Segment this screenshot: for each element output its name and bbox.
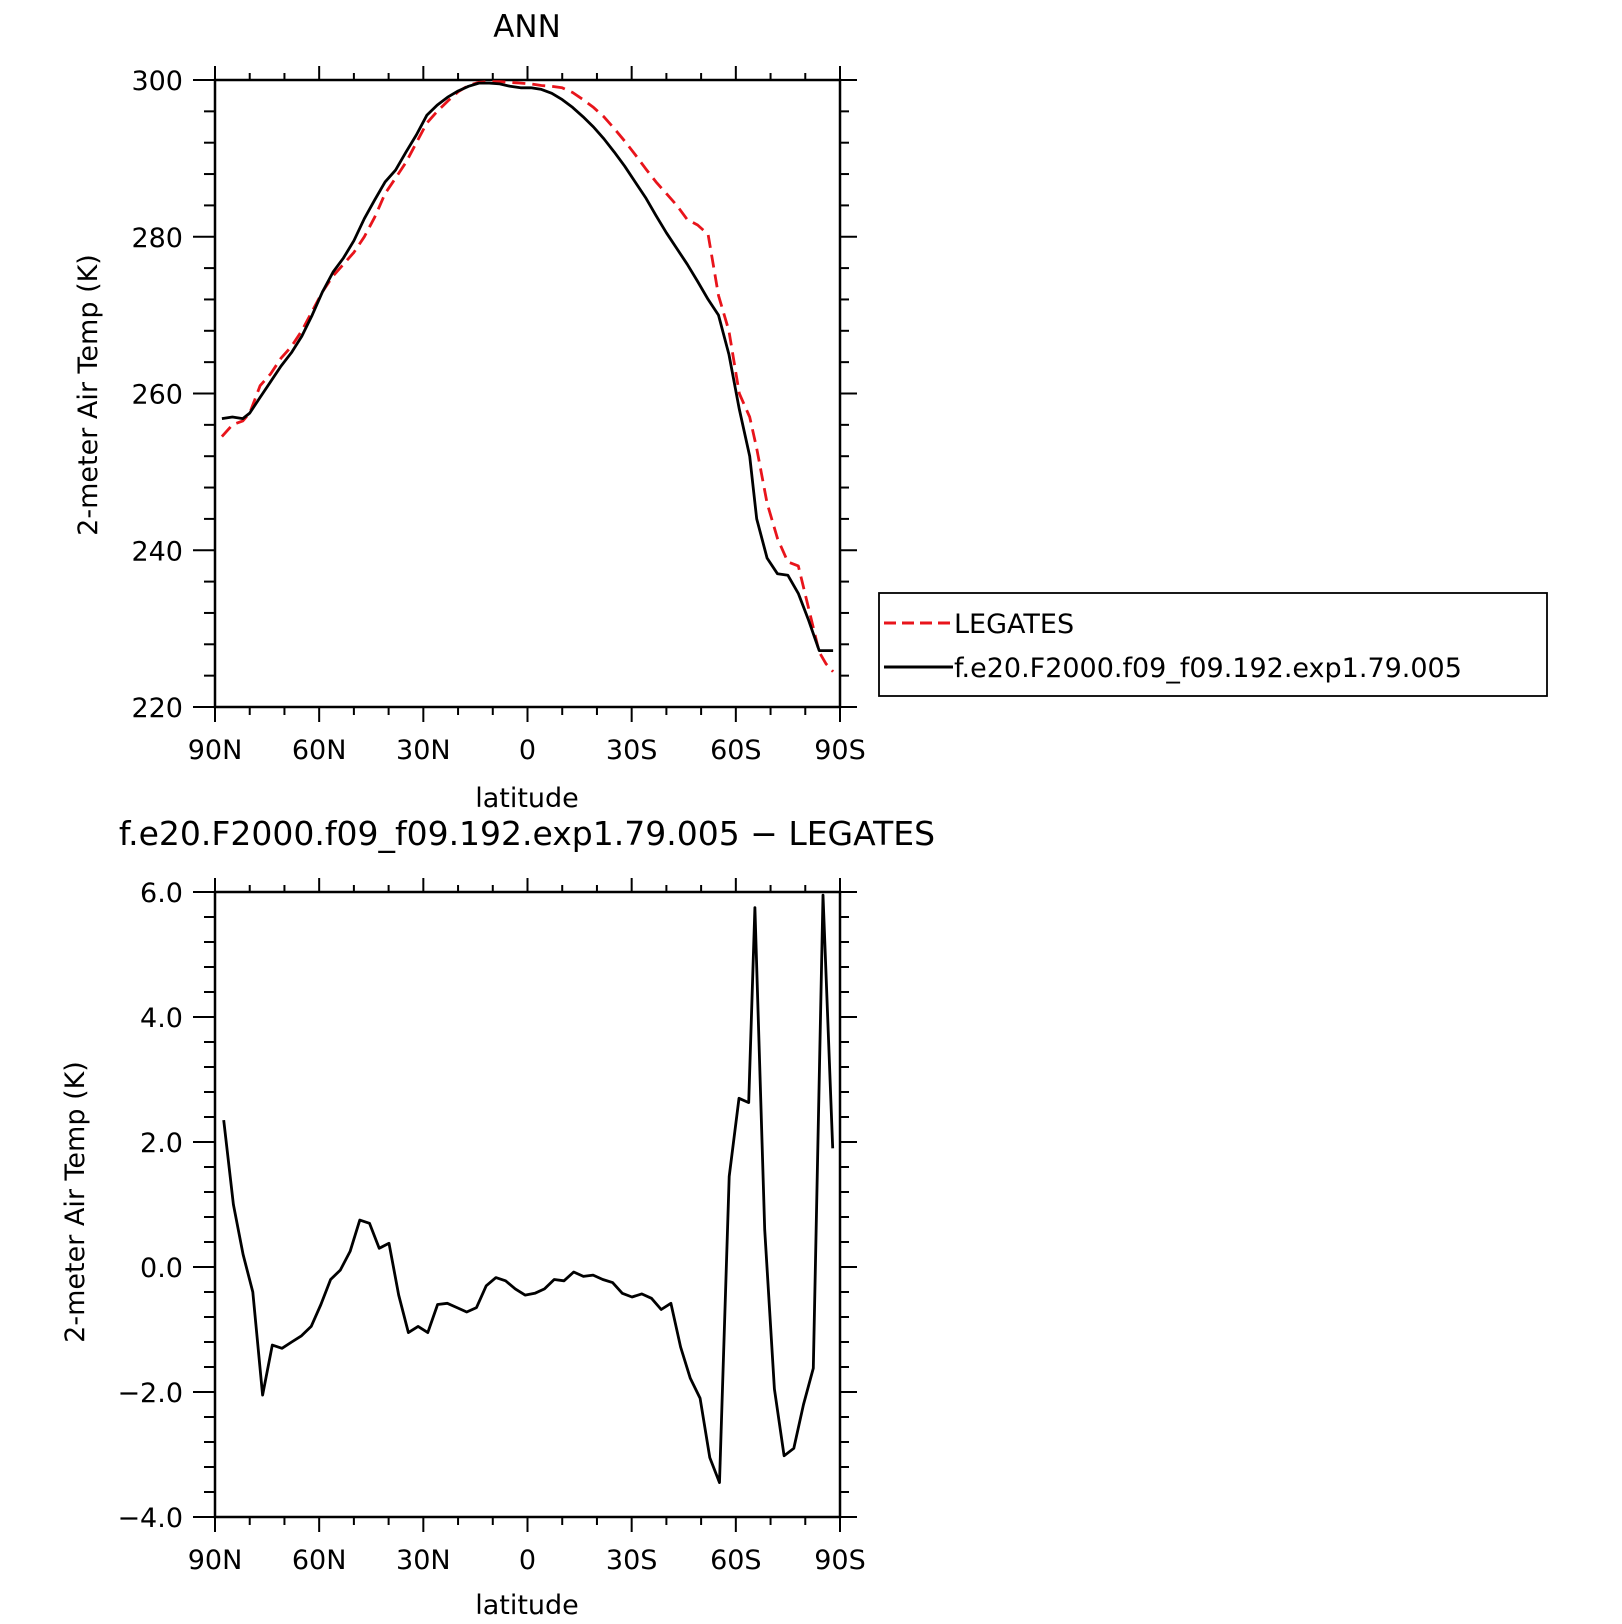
x-tick-label: 60N: [292, 1545, 347, 1576]
x-tick-label: 0: [519, 735, 536, 766]
y-tick-label: 220: [131, 693, 183, 724]
chart-annual-temperature: ANN 2-meter Air Temp (K) latitude 90N 60N…: [73, 9, 1548, 814]
y-tick-label: 6.0: [140, 878, 183, 909]
x-tick-label: 0: [519, 1545, 536, 1576]
series-line-legates: [220, 80, 835, 673]
y-tick-label: 260: [131, 380, 183, 411]
y-axis-label: 2-meter Air Temp (K): [73, 254, 104, 536]
y-tick-label: 0.0: [140, 1253, 183, 1284]
legend-label-legates: LEGATES: [954, 609, 1074, 640]
chart-difference: f.e20.F2000.f09_f09.192.exp1.79.005 − LE…: [60, 814, 935, 1621]
y-tick-label: 280: [131, 223, 183, 254]
x-tick-label: 60N: [292, 735, 347, 766]
legend-box: [878, 592, 1548, 697]
x-tick-label: 30N: [396, 735, 451, 766]
x-tick-label: 30S: [606, 1545, 658, 1576]
tick-marks: [193, 66, 857, 722]
y-tick-label: 4.0: [140, 1003, 183, 1034]
chart-title: f.e20.F2000.f09_f09.192.exp1.79.005 − LE…: [119, 814, 935, 853]
tick-labels: 90N 60N 30N 0 30S 60S 90S 220 240 260 280 300: [131, 66, 865, 766]
x-axis-label: latitude: [475, 783, 579, 814]
legend-label-model: f.e20.F2000.f09_f09.192.exp1.79.005: [954, 653, 1462, 684]
series-line-model: [222, 893, 835, 1484]
y-tick-label: 240: [131, 536, 183, 567]
series-lines: [222, 893, 835, 1484]
x-tick-label: 90S: [814, 735, 866, 766]
y-tick-label: −4.0: [117, 1503, 183, 1534]
x-tick-label: 90N: [188, 735, 243, 766]
y-axis-label: 2-meter Air Temp (K): [60, 1061, 91, 1343]
x-tick-label: 90N: [188, 1545, 243, 1576]
legend: LEGATES f.e20.F2000.f09_f09.192.exp1.79.…: [878, 592, 1548, 697]
tick-marks: [193, 878, 857, 1532]
y-tick-label: 300: [131, 66, 183, 97]
series-lines: [220, 80, 835, 673]
x-tick-label: 90S: [814, 1545, 866, 1576]
plot-frame: [213, 78, 842, 709]
x-tick-label: 60S: [710, 1545, 762, 1576]
y-tick-label: 2.0: [140, 1128, 183, 1159]
series-line-model: [221, 81, 834, 652]
x-axis-label: latitude: [475, 1590, 579, 1621]
y-tick-label: −2.0: [117, 1378, 183, 1409]
plot-frame: [213, 890, 842, 1519]
x-tick-label: 30S: [606, 735, 658, 766]
chart-title: ANN: [493, 9, 561, 45]
x-tick-label: 30N: [396, 1545, 451, 1576]
x-tick-label: 60S: [710, 735, 762, 766]
tick-labels: 90N 60N 30N 0 30S 60S 90S −4.0 −2.0 0.0 2.0 4.0 6.0: [117, 878, 865, 1576]
